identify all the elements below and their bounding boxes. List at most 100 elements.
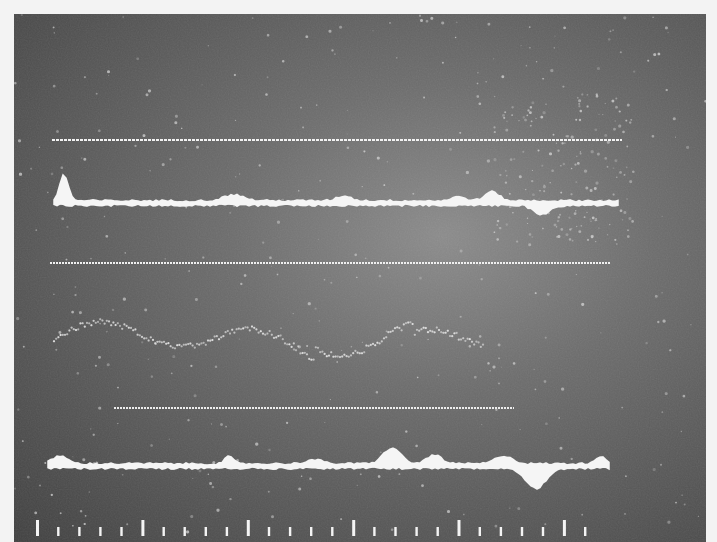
signal-2-dot bbox=[103, 322, 106, 325]
signal-2-dot bbox=[345, 355, 348, 358]
speckle bbox=[535, 61, 538, 63]
speckle bbox=[686, 253, 689, 256]
signal-2-dot bbox=[88, 322, 91, 325]
speckle bbox=[576, 162, 580, 165]
speckle bbox=[449, 147, 452, 151]
signal-2-dot bbox=[182, 343, 185, 346]
signal-2-dot bbox=[200, 342, 203, 345]
speckle bbox=[212, 461, 216, 465]
speckle bbox=[581, 93, 584, 96]
speckle bbox=[516, 240, 519, 243]
signal-2-dot bbox=[400, 329, 403, 332]
speckle bbox=[495, 408, 498, 411]
signal-2-dot bbox=[255, 328, 258, 331]
speckle bbox=[271, 515, 274, 519]
speckle bbox=[498, 226, 502, 230]
speckle bbox=[557, 216, 561, 219]
signal-2-dot bbox=[99, 318, 102, 321]
time-marker bbox=[204, 527, 207, 536]
speckle bbox=[586, 211, 588, 214]
signal-2-dot bbox=[68, 329, 71, 332]
signal-2-dot bbox=[74, 328, 78, 332]
speckle bbox=[553, 47, 555, 49]
speckle bbox=[459, 315, 462, 318]
time-marker bbox=[541, 527, 545, 536]
speckle bbox=[594, 219, 597, 222]
time-marker bbox=[246, 520, 250, 536]
speckle bbox=[314, 307, 317, 310]
speckle bbox=[549, 182, 551, 184]
speckle bbox=[44, 462, 47, 464]
speckle bbox=[625, 119, 628, 122]
speckle bbox=[251, 17, 254, 20]
speckle bbox=[571, 239, 574, 242]
speckle bbox=[423, 96, 426, 99]
speckle bbox=[529, 46, 531, 49]
speckle bbox=[606, 234, 609, 236]
speckle bbox=[604, 102, 606, 105]
signal-2-dot bbox=[301, 351, 304, 355]
signal-2-dot bbox=[448, 334, 452, 338]
speckle bbox=[540, 115, 544, 119]
speckle bbox=[542, 111, 546, 115]
speckle bbox=[518, 119, 520, 122]
speckle bbox=[92, 433, 95, 436]
signal-3-waveform bbox=[47, 447, 610, 490]
speckle bbox=[207, 473, 210, 476]
signal-2-dot bbox=[105, 319, 108, 322]
speckle bbox=[519, 429, 521, 431]
speckle bbox=[595, 93, 598, 96]
speckle bbox=[566, 135, 570, 138]
speckle bbox=[412, 192, 415, 195]
speckle bbox=[501, 366, 503, 368]
speckle bbox=[229, 211, 232, 214]
speckle bbox=[498, 382, 500, 385]
speckle bbox=[21, 440, 24, 443]
signal-2-dot bbox=[323, 352, 326, 355]
speckle bbox=[499, 173, 502, 177]
speckle bbox=[590, 234, 594, 238]
speckle bbox=[526, 114, 529, 117]
speckle bbox=[531, 179, 534, 183]
signal-2-dot bbox=[288, 343, 291, 346]
speckle bbox=[233, 73, 237, 77]
speckle bbox=[486, 159, 490, 163]
speckle bbox=[615, 97, 618, 100]
speckle bbox=[99, 322, 101, 325]
signal-2-dot bbox=[393, 327, 397, 330]
speckle bbox=[600, 332, 602, 334]
speckle bbox=[626, 103, 630, 107]
speckle bbox=[188, 270, 191, 272]
speckle bbox=[94, 364, 97, 367]
speckle bbox=[88, 491, 90, 493]
speckle bbox=[194, 298, 198, 301]
time-marker bbox=[120, 527, 123, 536]
signal-2-dot bbox=[426, 331, 430, 334]
speckle bbox=[190, 514, 194, 519]
speckle bbox=[575, 181, 578, 184]
speckle bbox=[238, 173, 241, 175]
speckle bbox=[95, 92, 98, 95]
speckle bbox=[196, 145, 199, 149]
speckle bbox=[419, 276, 422, 280]
speckle bbox=[563, 26, 566, 30]
speckle bbox=[26, 475, 30, 479]
speckle bbox=[187, 419, 190, 422]
speckle bbox=[542, 185, 546, 189]
speckle bbox=[83, 522, 86, 526]
signal-2-dot bbox=[275, 336, 278, 339]
time-marker bbox=[415, 527, 418, 536]
speckle bbox=[18, 172, 23, 176]
signal-2-dot bbox=[213, 335, 216, 338]
signal-2-dot bbox=[118, 324, 122, 327]
signal-2-dot bbox=[270, 333, 273, 336]
speckle bbox=[478, 335, 482, 338]
speckle bbox=[476, 82, 479, 85]
signal-2-dot bbox=[407, 321, 410, 324]
speckle bbox=[478, 102, 482, 106]
speckle bbox=[387, 266, 390, 269]
signal-2-dot bbox=[143, 337, 146, 340]
speckle bbox=[534, 292, 537, 295]
signal-2-dot bbox=[466, 337, 469, 340]
time-marker bbox=[57, 527, 60, 536]
